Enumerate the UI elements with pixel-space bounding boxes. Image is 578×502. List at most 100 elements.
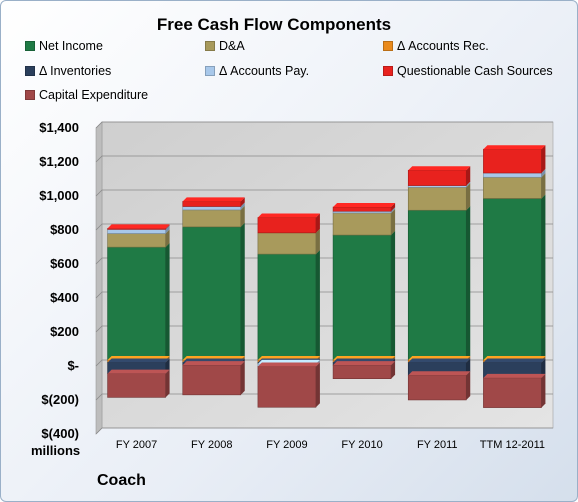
bar-face <box>483 148 542 174</box>
bar-top <box>333 361 396 366</box>
legend: Net Income D&A Δ Accounts Rec. Δ Inventorie… <box>25 39 565 109</box>
y-tick-label: $1,000 <box>39 188 79 203</box>
bar-side <box>541 145 546 173</box>
gridline <box>95 189 553 197</box>
y-tick-label: $800 <box>50 222 79 237</box>
bar-side <box>165 224 170 230</box>
company-label: Coach <box>97 472 146 489</box>
bar-segment <box>332 361 396 380</box>
bar-top <box>483 145 546 150</box>
bar-top <box>182 361 245 366</box>
x-tick-label: FY 2007 <box>116 439 157 451</box>
bar-face <box>332 212 392 236</box>
bar-side <box>466 206 471 360</box>
bar-side <box>466 181 471 188</box>
bar-face <box>257 232 317 255</box>
bar-segment <box>407 206 471 361</box>
bar-side <box>240 202 245 210</box>
legend-swatch <box>383 41 393 51</box>
y-tick-label: $(400) <box>41 426 79 441</box>
plot-side-wall <box>95 121 103 435</box>
bar-segment <box>182 197 245 207</box>
bar-side <box>541 358 546 378</box>
legend-swatch <box>205 66 215 76</box>
gridline <box>95 257 553 265</box>
x-tick-label: FY 2008 <box>191 439 232 451</box>
units-label: millions <box>31 443 81 458</box>
gridline <box>95 427 553 435</box>
legend-label: Δ Accounts Pay. <box>219 64 310 78</box>
bar-face <box>483 172 542 178</box>
legend-item: Capital Expenditure <box>25 88 148 102</box>
legend-swatch <box>25 90 35 100</box>
bar-side <box>240 197 245 207</box>
bar-top <box>483 373 546 378</box>
bar-side <box>315 213 320 233</box>
bar-face <box>407 169 467 186</box>
bar-side <box>466 371 471 400</box>
x-tick-label: FY 2009 <box>266 439 307 451</box>
bar-side <box>240 222 245 360</box>
bar-side <box>240 361 245 395</box>
bar-face <box>182 209 242 228</box>
bar-segment <box>483 194 546 361</box>
y-tick-label: $(200) <box>41 392 79 407</box>
bar-segment <box>332 231 396 361</box>
bar-side <box>541 169 546 178</box>
gridline <box>95 155 553 163</box>
bar-top <box>257 213 320 218</box>
legend-label: Capital Expenditure <box>39 88 149 102</box>
y-tick-label: $600 <box>50 256 79 271</box>
gridline <box>95 325 553 333</box>
bar-face <box>332 364 392 380</box>
bar-segment <box>407 166 471 186</box>
gridline <box>95 291 553 299</box>
bar-side <box>466 183 471 211</box>
legend-swatch <box>383 66 393 76</box>
bar-side <box>315 250 320 360</box>
legend-label: Questionable Cash Sources <box>397 64 553 78</box>
legend-item: Δ Inventories <box>25 64 111 78</box>
bar-side <box>165 229 170 248</box>
bar-side <box>391 207 396 213</box>
bar-side <box>315 228 320 255</box>
bar-face <box>107 373 166 398</box>
gridline <box>95 223 553 231</box>
bar-face <box>407 186 467 211</box>
bar-side <box>391 208 396 236</box>
legend-swatch <box>25 41 35 51</box>
bar-side <box>391 203 396 212</box>
bar-top <box>182 197 245 202</box>
y-tick-label: $200 <box>50 324 79 339</box>
bar-face <box>407 374 467 401</box>
bar-side <box>165 225 170 234</box>
chart-title: Free Cash Flow Components <box>156 15 392 34</box>
bar-side <box>466 358 471 376</box>
bar-side <box>541 173 546 199</box>
bar-face <box>257 366 317 408</box>
bar-face <box>182 364 242 396</box>
legend-swatch <box>25 66 35 76</box>
legend-item: Δ Accounts Rec. <box>383 39 489 53</box>
y-tick-label: $400 <box>50 290 79 305</box>
legend-label: D&A <box>219 39 245 53</box>
bar-segment <box>107 224 170 230</box>
bar-side <box>391 361 396 379</box>
x-tick-label: FY 2011 <box>417 439 458 451</box>
bar-side <box>315 362 320 408</box>
bar-side <box>541 373 546 408</box>
bar-top <box>408 371 471 376</box>
bar-face <box>107 246 166 361</box>
x-tick-label: TTM 12-2011 <box>480 439 545 451</box>
legend-item: Net Income <box>25 39 103 53</box>
bar-segment <box>257 250 320 361</box>
bar-segment <box>107 369 170 398</box>
bar-top <box>408 166 471 171</box>
bar-top <box>107 369 170 374</box>
bar-face <box>182 206 242 211</box>
bar-segment <box>332 203 396 212</box>
bar-top <box>257 362 320 367</box>
legend-label: Δ Inventories <box>39 64 112 78</box>
